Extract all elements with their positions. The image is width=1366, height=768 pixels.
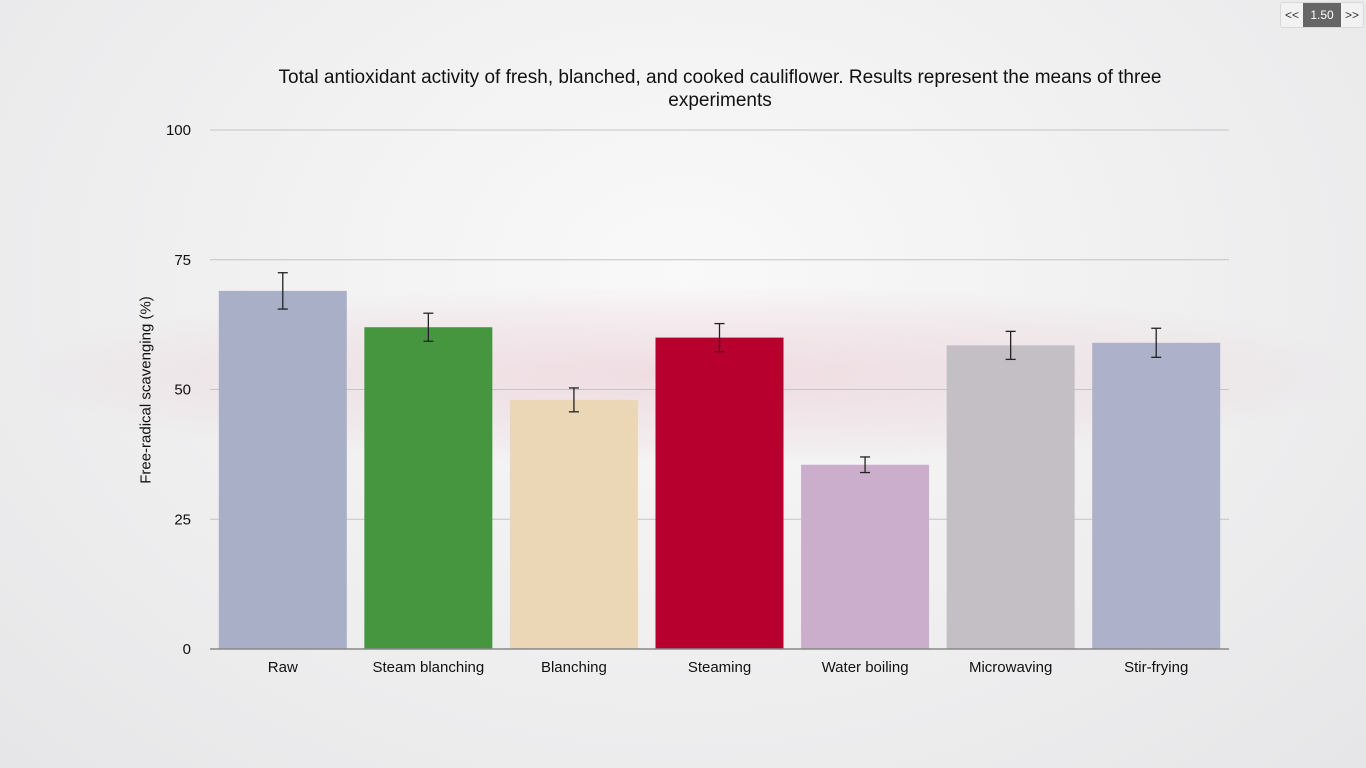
bar [655, 337, 784, 649]
x-tick-label: Raw [268, 659, 298, 676]
x-tick-label: Steaming [688, 659, 751, 676]
x-tick-label: Steam blanching [372, 659, 484, 676]
bar [364, 327, 493, 649]
bar [509, 399, 638, 649]
bar [801, 464, 930, 649]
speed-increase-button[interactable]: >> [1344, 8, 1359, 22]
y-tick-label: 100 [166, 122, 191, 139]
y-tick-label: 0 [183, 641, 191, 658]
playback-speed-value: 1.50 [1303, 3, 1341, 27]
bar [1092, 342, 1221, 649]
bar [218, 290, 347, 649]
speed-decrease-button[interactable]: << [1284, 8, 1299, 22]
y-tick-label: 50 [174, 382, 191, 399]
x-tick-label: Microwaving [969, 659, 1052, 676]
chart-title: Total antioxidant activity of fresh, bla… [278, 67, 1162, 111]
y-tick-label: 75 [174, 252, 191, 269]
bar [946, 345, 1075, 649]
x-tick-label: Stir-frying [1124, 659, 1188, 676]
x-tick-label: Water boiling [822, 659, 909, 676]
y-tick-label: 25 [174, 511, 191, 528]
playback-speed-control: << 1.50 >> [1280, 2, 1364, 28]
x-tick-label: Blanching [541, 659, 607, 676]
